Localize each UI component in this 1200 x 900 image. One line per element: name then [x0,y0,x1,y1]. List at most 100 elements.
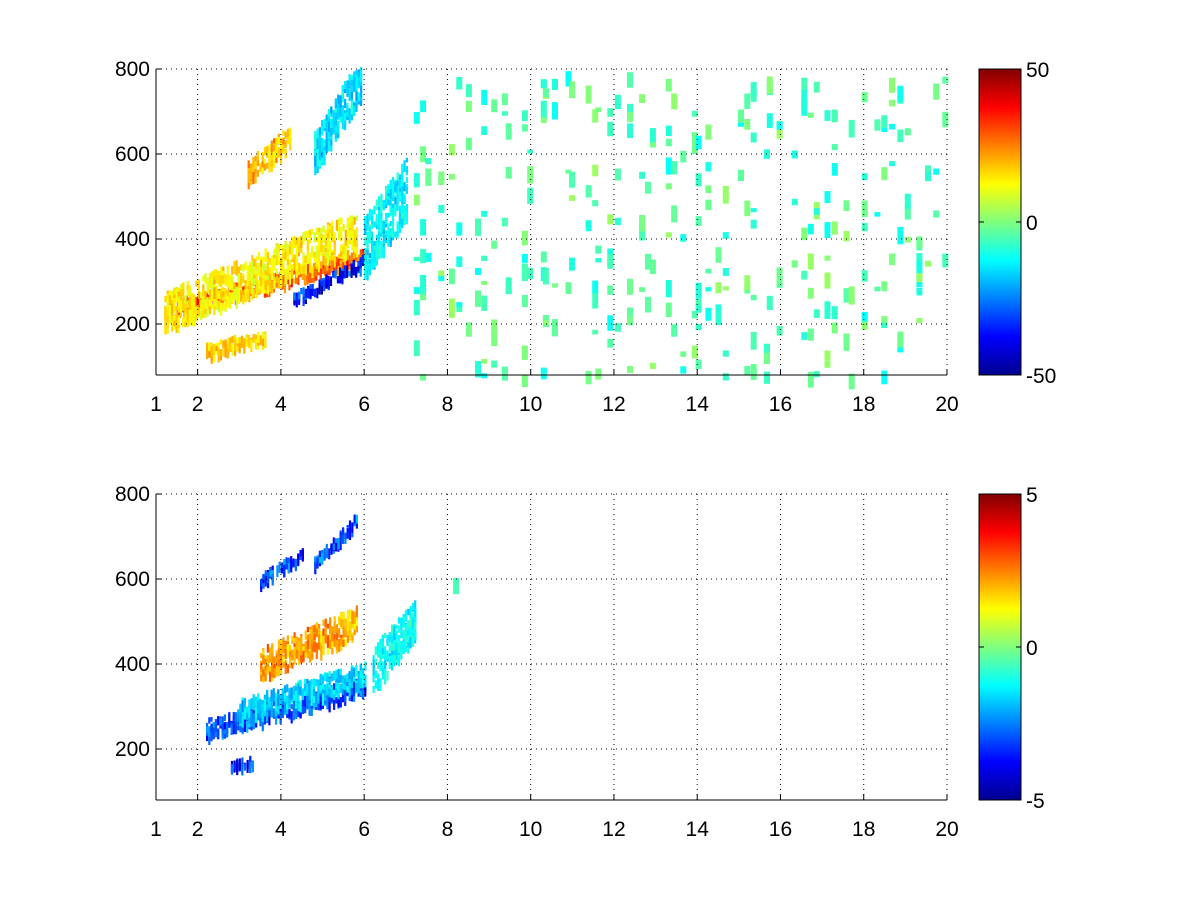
heatmap-cell [325,120,328,129]
heatmap-cell [321,266,324,275]
heatmap-cell [191,306,194,319]
heatmap-cell [212,727,215,740]
heatmap-cell [353,630,356,636]
heatmap-cell [202,289,205,295]
heatmap-cell [327,122,331,134]
heatmap-cell [257,701,260,712]
heatmap-cell [381,669,384,680]
heatmap-cell [228,292,232,299]
heatmap-cell [404,610,408,622]
heatmap-cell [614,323,621,332]
heatmap-cell [284,131,287,139]
heatmap-cell [456,302,463,308]
heatmap-cell [407,633,410,644]
heatmap-cell [273,138,276,144]
heatmap-cell [303,680,307,691]
heatmap-cell [212,722,215,730]
heatmap-cell [253,258,256,267]
heatmap-cell [171,321,174,327]
heatmap-cell [521,124,528,132]
heatmap-cell [315,647,318,660]
heatmap-cell [350,77,353,87]
heatmap-cell [353,244,356,254]
heatmap-cell [348,87,351,96]
heatmap-cell [329,276,333,287]
heatmap-cell [224,346,227,358]
heatmap-cell [230,727,233,733]
heatmap-cell [680,351,687,357]
plot-area [156,494,947,800]
heatmap-cell [465,322,472,337]
heatmap-cell [353,105,356,116]
heatmap-cell [355,74,358,83]
heatmap-cell [344,98,347,109]
y-tick-label: 400 [115,228,150,251]
heatmap-cell [193,306,196,319]
heatmap-cell [413,173,420,188]
heatmap-cell [270,152,273,161]
heatmap-cell [355,514,358,524]
heatmap-cell [240,264,243,271]
heatmap-cell [277,252,281,262]
heatmap-cell [282,268,285,274]
heatmap-cell [231,345,234,356]
heatmap-cell [254,161,257,170]
heatmap-cell [289,241,292,251]
heatmap-cell [235,296,238,309]
heatmap-cell [243,707,246,720]
heatmap-cell [263,698,266,711]
heatmap-cell [260,276,263,287]
heatmap-cell [292,702,296,711]
heatmap-cell [293,633,296,643]
heatmap-cell [848,286,855,304]
heatmap-cell [261,161,264,168]
heatmap-cell [263,159,266,168]
heatmap-cell [361,248,365,255]
heatmap-cell [252,717,255,729]
heatmap-cell [271,653,274,664]
heatmap-cell [807,287,814,299]
heatmap-cell [300,655,303,664]
heatmap-cell [342,532,345,544]
x-tick-label: 2 [192,393,204,416]
heatmap-cell [344,691,347,703]
heatmap-cell [286,128,290,140]
heatmap-cell [398,216,402,223]
heatmap-cell [744,366,751,375]
heatmap-cell [607,121,614,137]
heatmap-cell [374,648,377,655]
heatmap-cell [366,213,369,225]
heatmap-cell [277,277,281,289]
heatmap-cell [269,277,272,289]
heatmap-cell [295,258,298,269]
y-tick-label: 600 [115,143,150,166]
heatmap-cell [244,261,247,270]
heatmap-cell [286,137,290,145]
heatmap-cell [330,106,333,114]
y-tick-label: 200 [115,313,150,336]
heatmap-cell [366,269,369,281]
heatmap-cell [671,324,678,337]
heatmap-cell [247,167,250,175]
heatmap-cell [243,698,246,711]
structure-4 [260,548,304,593]
heatmap-cell [208,281,212,288]
heatmap-cell [375,241,378,247]
heatmap-cell [237,273,240,283]
heatmap-cell [260,675,263,682]
heatmap-cell [353,693,356,702]
heatmap-cell [329,617,332,627]
heatmap-cell [665,280,672,298]
heatmap-cell [861,270,868,282]
heatmap-cell [595,107,602,112]
heatmap-cell [592,329,599,335]
heatmap-cell [224,339,227,352]
heatmap-cell [291,662,294,669]
heatmap-cell [289,246,292,255]
heatmap-cell [253,267,256,274]
heatmap-cell [330,686,333,697]
heatmap-cell [249,167,253,180]
heatmap-cell [405,212,408,225]
heatmap-cell [695,173,702,187]
heatmap-cell [680,150,687,163]
